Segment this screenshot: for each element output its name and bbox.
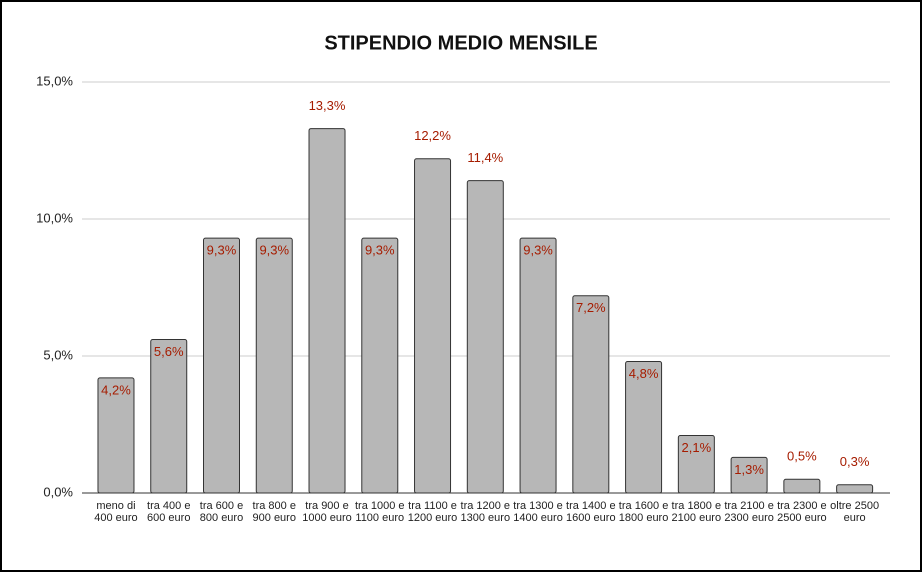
x-tick-label: tra 1800 e 2100 euro: [671, 500, 722, 524]
value-label: 11,4%: [467, 150, 503, 165]
x-tick-label: tra 900 e 1000 euro: [302, 500, 352, 524]
value-label: 1,3%: [734, 462, 764, 477]
x-tick-label: tra 1300 e 1400 euro: [513, 500, 563, 524]
bar: [677, 434, 715, 494]
y-tick-label: 15,0%: [36, 73, 73, 88]
bar: [308, 128, 346, 494]
bar: [97, 377, 135, 494]
bar: [361, 237, 399, 494]
chart-title: STIPENDIO MEDIO MENSILE: [324, 32, 597, 54]
bar: [414, 158, 452, 494]
bar: [255, 237, 293, 494]
y-tick-label: 10,0%: [36, 210, 73, 225]
value-label: 4,2%: [101, 382, 131, 397]
value-label: 0,3%: [840, 454, 870, 469]
bar: [466, 180, 504, 494]
y-tick-label: 5,0%: [43, 347, 73, 362]
value-label: 13,3%: [309, 98, 346, 113]
value-label: 9,3%: [259, 243, 289, 258]
x-tick-label: tra 2300 e 2500 euro: [777, 500, 827, 524]
x-tick-label: tra 400 e 600 euro: [147, 500, 191, 524]
x-tick-label: tra 800 e 900 euro: [252, 500, 296, 524]
x-tick-label: oltre 2500 euro: [830, 500, 880, 524]
bar: [519, 237, 557, 494]
x-tick-label: tra 1600 e 1800 euro: [618, 500, 669, 524]
bar: [150, 339, 188, 494]
x-tick-label: tra 600 e 800 euro: [199, 500, 244, 524]
value-label: 12,2%: [414, 128, 451, 143]
value-label: 7,2%: [576, 300, 606, 315]
x-tick-label: tra 2100 e 2300 euro: [724, 500, 774, 524]
x-tick-label: meno di 400 euro: [94, 500, 138, 524]
bar: [625, 360, 663, 494]
value-label: 9,3%: [365, 243, 395, 258]
value-label: 4,8%: [629, 366, 659, 381]
y-tick-label: 0,0%: [43, 484, 73, 499]
bar: [572, 295, 610, 494]
bar: [836, 484, 874, 494]
value-label: 5,6%: [154, 344, 184, 359]
x-tick-label: tra 1200 e 1300 euro: [460, 500, 511, 524]
x-tick-label: tra 1100 e 1200 euro: [407, 500, 458, 524]
value-label: 2,1%: [682, 440, 712, 455]
x-tick-label: tra 1000 e 1100 euro: [354, 500, 405, 524]
x-tick-label: tra 1400 e 1600 euro: [566, 500, 616, 524]
value-label: 9,3%: [523, 243, 553, 258]
bar: [783, 478, 821, 494]
bar: [730, 456, 768, 494]
value-label: 0,5%: [787, 449, 817, 464]
bar: [203, 237, 240, 494]
value-label: 9,3%: [207, 243, 237, 258]
